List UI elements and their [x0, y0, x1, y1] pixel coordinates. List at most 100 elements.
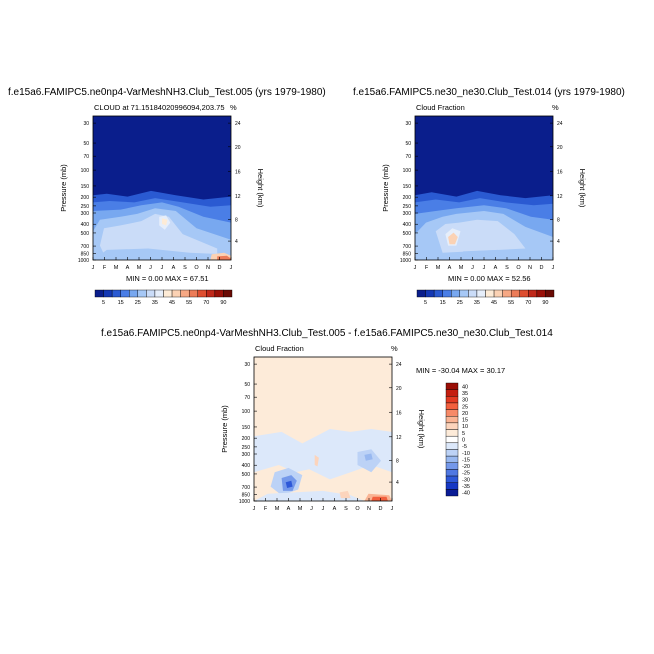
colorbar2-label: 40: [462, 384, 468, 390]
panel2-x-tick-label: S: [505, 265, 509, 271]
panel2-y-right-tick-label: 16: [557, 169, 563, 175]
colorbar2-swatch: [445, 409, 459, 417]
panel3-contour-band: [254, 490, 365, 501]
colorbar1-swatch: [468, 289, 478, 298]
panel1-y-tick-label: 200: [81, 195, 90, 201]
panel1-ylabel-right: Height (km): [256, 169, 265, 208]
panel3-title: f.e15a6.FAMIPC5.ne0np4-VarMeshNH3.Club_T…: [101, 328, 553, 339]
panel1-x-tick-label: J: [230, 265, 233, 271]
colorbar0-swatch: [163, 289, 173, 298]
colorbar2-swatch: [445, 429, 459, 437]
panel3-x-tick-label: J: [310, 506, 313, 512]
panel1-x-tick-label: A: [172, 265, 176, 271]
colorbar0-swatch: [103, 289, 113, 298]
colorbar1-label: 35: [474, 300, 480, 306]
panel3-contour-band: [314, 454, 319, 467]
colorbar1-swatch: [459, 289, 469, 298]
panel3-x-tick-label: J: [322, 506, 325, 512]
panel1-y-tick-label: 50: [83, 141, 89, 147]
colorbar0-swatch: [120, 289, 130, 298]
colorbar2-swatch: [445, 402, 459, 410]
colorbar1-label: 5: [424, 300, 427, 306]
panel3-x-tick-label: J: [253, 506, 256, 512]
colorbar1-label: 15: [440, 300, 446, 306]
panel3-ylabel: Pressure (mb): [220, 405, 229, 453]
panel1-y-tick-label: 300: [81, 211, 90, 217]
panel3-contour-band: [357, 449, 381, 473]
panel1-x-tick-label: A: [126, 265, 130, 271]
colorbar2-swatch: [445, 455, 459, 463]
panel1-y-tick-label: 1000: [78, 258, 89, 264]
panel1-y-tick-label: 400: [81, 222, 90, 228]
colorbar0-swatch: [129, 289, 139, 298]
colorbar2-swatch: [445, 422, 459, 430]
panel1-y-tick-label: 70: [83, 154, 89, 160]
colorbar0-swatch: [154, 289, 164, 298]
colorbar1-swatch: [442, 289, 452, 298]
panel3-contour-band: [254, 429, 392, 480]
panel2-x-tick-label: N: [528, 265, 532, 271]
colorbar2-label: -15: [462, 457, 470, 463]
panel3-contour-band: [364, 453, 373, 461]
panel1-y-right-tick-label: 8: [235, 218, 238, 224]
panel2-y-right-tick-label: 8: [557, 218, 560, 224]
colorbar0-swatch: [197, 289, 207, 298]
panel2-y-tick-label: 850: [403, 252, 412, 258]
colorbar0-swatch: [146, 289, 156, 298]
colorbar0-label: 15: [118, 300, 124, 306]
colorbar2-swatch: [445, 475, 459, 483]
panel1-x-tick-label: D: [218, 265, 222, 271]
colorbar1-swatch: [476, 289, 486, 298]
panel3-y-tick-label: 300: [242, 452, 251, 458]
panel2-y-tick-label: 1000: [400, 258, 411, 264]
panel2-x-tick-label: J: [483, 265, 486, 271]
panel1-y-tick-label: 850: [81, 252, 90, 258]
colorbar2-label: 5: [462, 431, 465, 437]
panel2-x-tick-label: O: [516, 265, 521, 271]
colorbar0-swatch: [94, 289, 104, 298]
panel1-contour-band: [217, 255, 231, 260]
panel3-x-tick-label: A: [333, 506, 337, 512]
panel1-y-tick-label: 700: [81, 244, 90, 250]
panel2-y-tick-label: 150: [403, 184, 412, 190]
panel2-ylabel: Pressure (mb): [381, 164, 390, 212]
panel2-y-tick-label: 70: [405, 154, 411, 160]
colorbar0-label: 55: [186, 300, 192, 306]
panel1-x-tick-label: F: [103, 265, 107, 271]
panel3-contour-band: [285, 480, 293, 488]
panel3-y-tick-label: 30: [244, 362, 250, 368]
panel3-y-tick-label: 1000: [239, 499, 250, 505]
colorbar2-swatch: [445, 449, 459, 457]
panel3-y-tick-label: 50: [244, 382, 250, 388]
panel3-y-tick-label: 150: [242, 425, 251, 431]
panel2-contour-band: [435, 219, 526, 253]
panel3-x-tick-label: M: [298, 506, 303, 512]
panel3-field: [254, 357, 392, 501]
colorbar2-swatch: [445, 416, 459, 424]
panel3-y-tick-label: 400: [242, 463, 251, 469]
colorbar1-label: 55: [508, 300, 514, 306]
panel2-y-right-tick-label: 20: [557, 145, 563, 151]
panel1-y-tick-label: 500: [81, 231, 90, 237]
colorbar2-swatch: [445, 382, 459, 390]
panel2-contour-band: [448, 232, 458, 245]
panel2-x-tick-label: J: [552, 265, 555, 271]
colorbar2-label: -25: [462, 471, 470, 477]
panel3-y-tick-label: 700: [242, 485, 251, 491]
panel3-y-right-tick-label: 20: [396, 386, 402, 392]
colorbar1-swatch: [510, 289, 520, 298]
colorbar2-label: 25: [462, 404, 468, 410]
panel1-y-tick-label: 30: [83, 121, 89, 127]
colorbar2-swatch: [445, 396, 459, 404]
colorbar2-label: -10: [462, 451, 470, 457]
panel1-y-right-tick-label: 24: [235, 121, 241, 127]
panel1-field: [93, 116, 231, 260]
panel1-x-tick-label: J: [161, 265, 164, 271]
colorbar0-swatch: [180, 289, 190, 298]
colorbar2-swatch: [445, 389, 459, 397]
panel2-y-tick-label: 250: [403, 204, 412, 210]
panel2-minmax: MIN = 0.00 MAX = 52.56: [448, 274, 531, 283]
panel2-field: [415, 116, 553, 260]
panel1-title: f.e15a6.FAMIPC5.ne0np4-VarMeshNH3.Club_T…: [8, 87, 326, 98]
